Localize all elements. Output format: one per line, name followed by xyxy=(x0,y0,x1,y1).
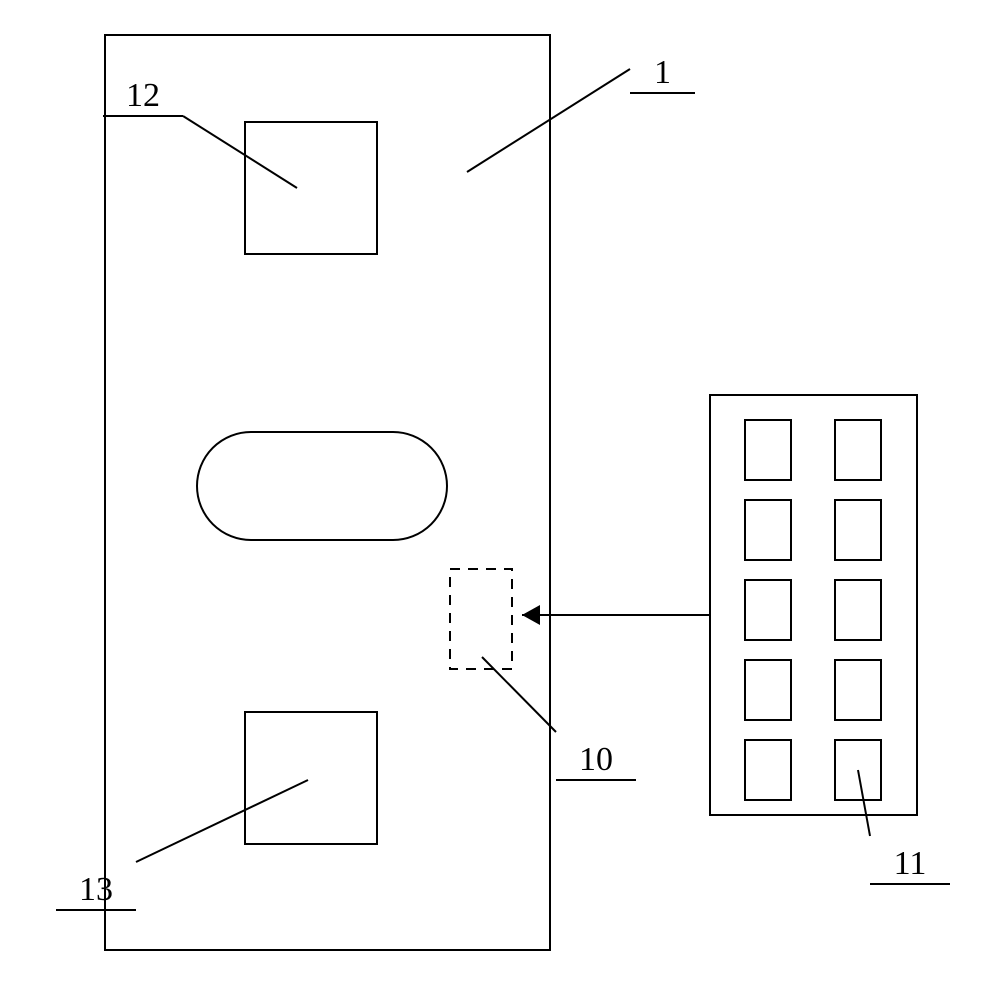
side-panel xyxy=(710,395,917,815)
upper-square xyxy=(245,122,377,254)
side-panel-cell xyxy=(835,660,881,720)
callout-12: 12 xyxy=(103,77,297,188)
side-panel-cell xyxy=(745,580,791,640)
side-panel-cell xyxy=(745,500,791,560)
side-panel-cell xyxy=(745,740,791,800)
side-panel-cell xyxy=(835,500,881,560)
callout-label: 12 xyxy=(126,77,160,114)
callout-11: 11 xyxy=(858,770,950,884)
lower-square xyxy=(245,712,377,844)
side-panel-cell xyxy=(835,580,881,640)
callout-10: 10 xyxy=(482,657,636,780)
main-body xyxy=(105,35,550,950)
callout-1: 1 xyxy=(467,54,695,172)
callout-label: 11 xyxy=(894,845,927,882)
callout-label: 1 xyxy=(654,54,671,91)
callout-label: 13 xyxy=(79,871,113,908)
oval-slot xyxy=(197,432,447,540)
dashed-insert-box xyxy=(450,569,512,669)
side-panel-cell xyxy=(745,660,791,720)
side-panel-cell xyxy=(745,420,791,480)
side-panel-grid xyxy=(745,420,881,800)
side-panel-cell xyxy=(835,420,881,480)
callout-label: 10 xyxy=(579,741,613,778)
